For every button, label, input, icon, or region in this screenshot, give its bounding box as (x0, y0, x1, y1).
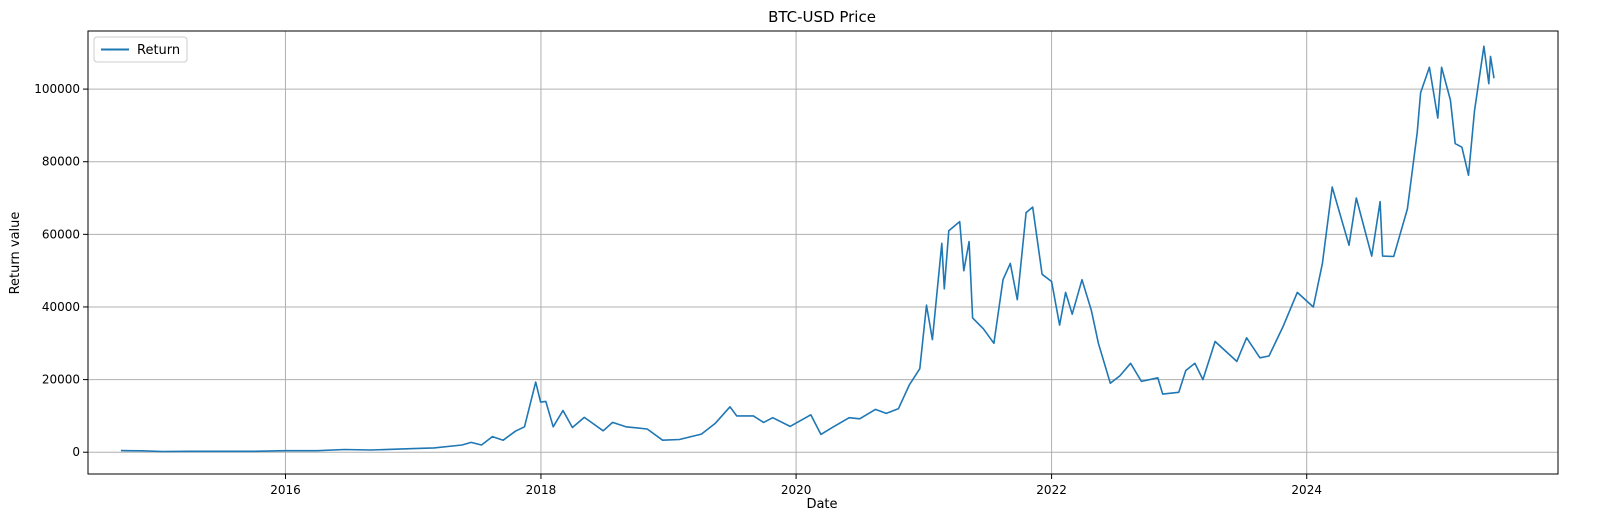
series-line-return (120, 45, 1495, 453)
x-tick-label: 2016 (270, 483, 301, 497)
x-tick-label: 2018 (526, 483, 557, 497)
series-layer (120, 45, 1495, 453)
grid (88, 31, 1558, 474)
legend: Return (93, 36, 188, 63)
y-tick-label: 40000 (42, 300, 80, 314)
legend-box (93, 36, 188, 63)
y-tick-label: 100000 (34, 82, 80, 96)
y-tick-label: 60000 (42, 227, 80, 241)
x-axis-label: Date (806, 497, 837, 512)
y-tick-label: 80000 (42, 155, 80, 169)
x-tick-label: 2022 (1036, 483, 1067, 497)
y-axis-label: Return value (8, 212, 23, 295)
chart-title: BTC-USD Price (768, 8, 876, 26)
axis-ticks: 2016 2018 2020 2022 2024 0 20000 40000 60000 8000… (34, 82, 1322, 497)
x-tick-label: 2024 (1291, 483, 1322, 497)
plot-frame (87, 30, 1559, 475)
y-tick-label: 20000 (42, 373, 80, 387)
legend-label: Return (137, 43, 180, 58)
x-tick-label: 2020 (781, 483, 812, 497)
y-tick-label: 0 (72, 445, 80, 459)
